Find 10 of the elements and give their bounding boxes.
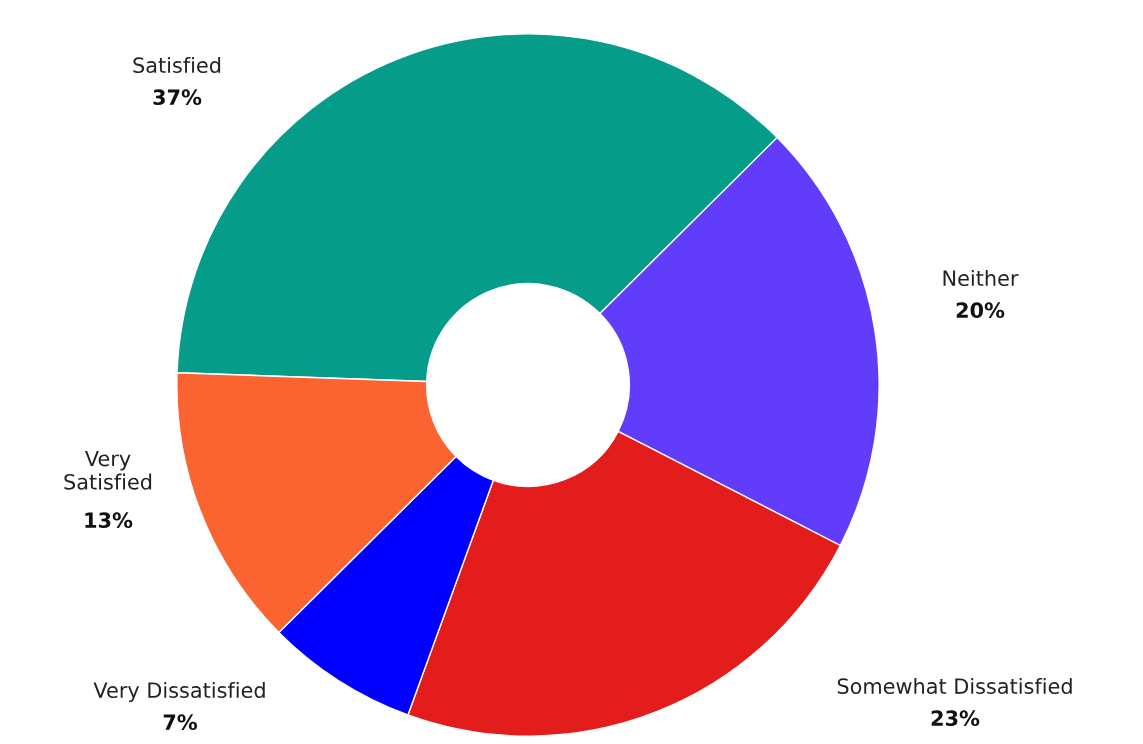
slice-label: Neither: [943, 269, 1019, 287]
slice-label: Somewhat Dissatisfied: [837, 677, 1072, 695]
slice-label: Very Satisfied: [64, 450, 152, 490]
data-label: 20%: [956, 302, 1005, 319]
slice-label: Very Dissatisfied: [93, 681, 265, 703]
data-label: 23%: [931, 710, 980, 727]
data-label: 37%: [153, 89, 202, 106]
slice-label: Satisfied: [133, 56, 221, 74]
data-label: 7%: [163, 714, 198, 731]
data-label: 13%: [85, 512, 133, 529]
